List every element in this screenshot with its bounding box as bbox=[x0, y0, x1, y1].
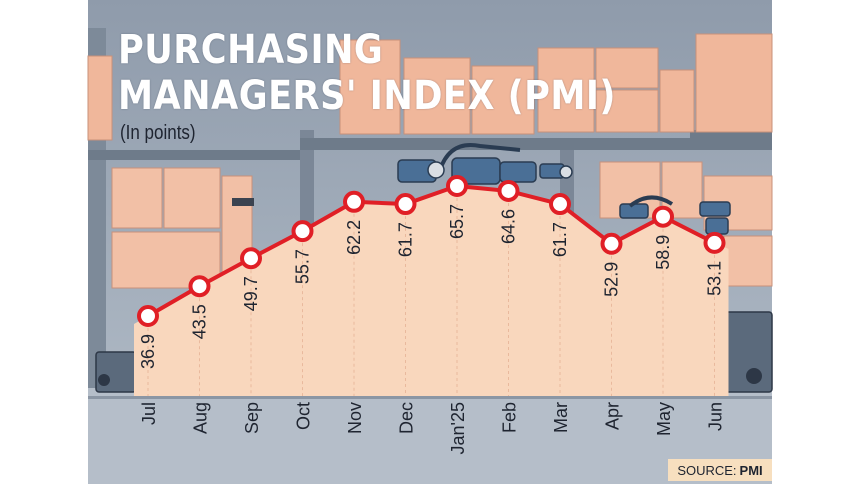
data-point-4 bbox=[343, 190, 365, 213]
data-point-8 bbox=[549, 193, 571, 216]
source-label: SOURCE: bbox=[677, 462, 737, 478]
data-point-3 bbox=[291, 220, 314, 243]
data-point-11 bbox=[703, 231, 726, 254]
warehouse-illustration bbox=[87, 28, 773, 484]
source-name: PMI bbox=[739, 462, 763, 478]
data-label-8: 61.7 bbox=[550, 222, 570, 257]
x-label-5: Dec bbox=[397, 402, 417, 434]
x-axis-labels: Jul Aug Sep Oct Nov Dec Jan'25 Feb Mar Apr May Jun bbox=[139, 402, 726, 454]
source-credit: SOURCE: PMI bbox=[668, 459, 772, 481]
data-label-10: 58.9 bbox=[653, 235, 673, 270]
x-label-8: Mar bbox=[551, 402, 571, 433]
data-label-1: 43.5 bbox=[190, 304, 210, 339]
data-label-11: 53.1 bbox=[705, 261, 725, 296]
data-label-2: 49.7 bbox=[241, 276, 261, 311]
data-points bbox=[137, 175, 726, 327]
vertical-gridlines bbox=[147, 198, 715, 396]
data-labels: 36.9 43.5 49.7 55.7 62.2 61.7 65.7 64.6 61.7 52.9… bbox=[138, 204, 725, 369]
x-label-7: Feb bbox=[500, 402, 520, 433]
data-label-6: 65.7 bbox=[447, 204, 467, 239]
x-label-9: Apr bbox=[603, 402, 623, 430]
x-label-1: Aug bbox=[191, 402, 211, 434]
data-point-2 bbox=[240, 247, 262, 270]
data-label-5: 61.7 bbox=[396, 222, 416, 257]
data-point-7 bbox=[497, 179, 520, 202]
x-label-10: May bbox=[654, 402, 674, 436]
x-label-11: Jun bbox=[706, 402, 726, 431]
x-label-4: Nov bbox=[345, 402, 365, 434]
title-line-1: PURCHASING bbox=[118, 27, 384, 73]
area-fill bbox=[134, 186, 729, 396]
data-label-4: 62.2 bbox=[344, 220, 364, 255]
data-point-0 bbox=[137, 305, 159, 327]
title-line-2: MANAGERS' INDEX (PMI) bbox=[118, 73, 616, 119]
x-label-2: Sep bbox=[242, 402, 262, 434]
data-point-5 bbox=[394, 193, 417, 216]
chart-subtitle: (In points) bbox=[120, 122, 196, 144]
data-label-9: 52.9 bbox=[602, 262, 622, 297]
data-point-9 bbox=[600, 232, 623, 255]
data-label-3: 55.7 bbox=[293, 249, 313, 284]
data-point-6 bbox=[446, 175, 468, 197]
data-point-1 bbox=[188, 275, 211, 298]
data-label-7: 64.6 bbox=[499, 209, 519, 244]
x-label-6: Jan'25 bbox=[448, 402, 468, 454]
data-point-10 bbox=[652, 205, 674, 228]
x-label-0: Jul bbox=[139, 402, 159, 425]
data-label-0: 36.9 bbox=[138, 334, 158, 369]
x-label-3: Oct bbox=[294, 402, 314, 430]
